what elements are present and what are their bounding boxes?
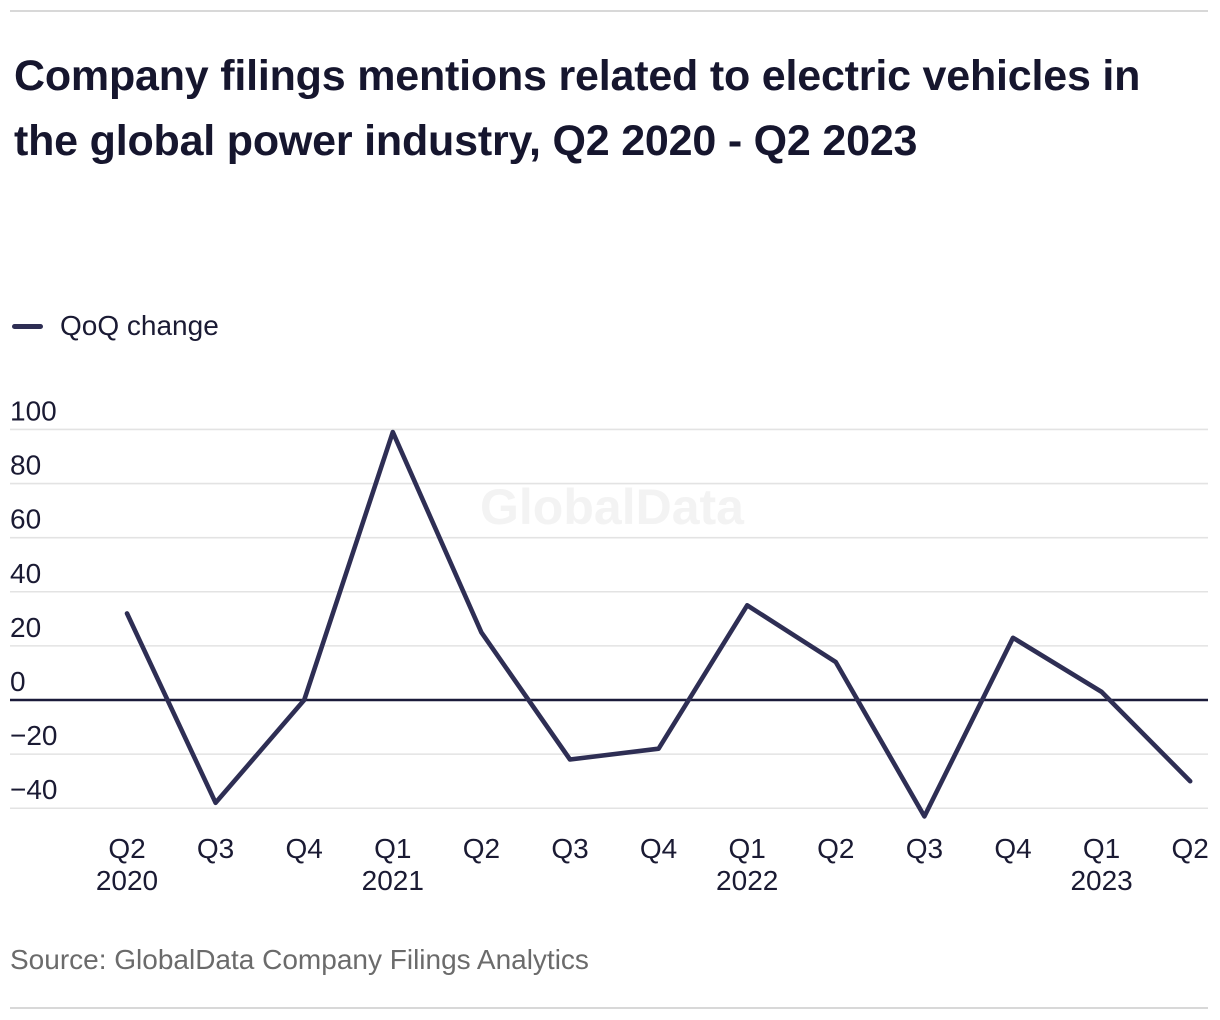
y-tick-label: −20 — [10, 720, 58, 751]
x-tick-year-label: 2023 — [1070, 865, 1132, 896]
x-tick-label: Q3 — [906, 833, 943, 864]
y-tick-label: 20 — [10, 612, 41, 643]
y-tick-label: −40 — [10, 774, 58, 805]
watermark: GlobalData — [480, 479, 745, 535]
x-tick-label: Q2 — [1172, 833, 1209, 864]
x-tick-label: Q3 — [551, 833, 588, 864]
x-tick-label: Q3 — [197, 833, 234, 864]
x-tick-label: Q4 — [994, 833, 1031, 864]
page-title: Company filings mentions related to elec… — [14, 52, 1141, 165]
x-tick-year-label: 2020 — [96, 865, 158, 896]
x-tick-year-label: 2021 — [362, 865, 424, 896]
source-text: Source: GlobalData Company Filings Analy… — [10, 944, 589, 975]
top-divider — [10, 10, 1208, 12]
x-tick-label: Q4 — [286, 833, 323, 864]
y-tick-label: 80 — [10, 450, 41, 481]
series-line-qoq-change — [124, 429, 1193, 819]
legend: QoQ change — [12, 310, 219, 342]
legend-label: QoQ change — [60, 310, 219, 341]
y-tick-label: 0 — [10, 666, 26, 697]
y-tick-label: 100 — [10, 395, 57, 426]
x-tick-label: Q4 — [640, 833, 677, 864]
x-tick-label: Q1 — [729, 833, 766, 864]
x-tick-label: Q1 — [1083, 833, 1120, 864]
x-tick-year-label: 2022 — [716, 865, 778, 896]
x-tick-label: Q2 — [463, 833, 500, 864]
x-tick-label: Q2 — [817, 833, 854, 864]
x-tick-label: Q2 — [108, 833, 145, 864]
bottom-divider — [10, 1007, 1208, 1009]
legend-line-swatch — [12, 323, 43, 329]
y-tick-label: 40 — [10, 558, 41, 589]
x-tick-label: Q1 — [374, 833, 411, 864]
y-tick-label: 60 — [10, 504, 41, 535]
